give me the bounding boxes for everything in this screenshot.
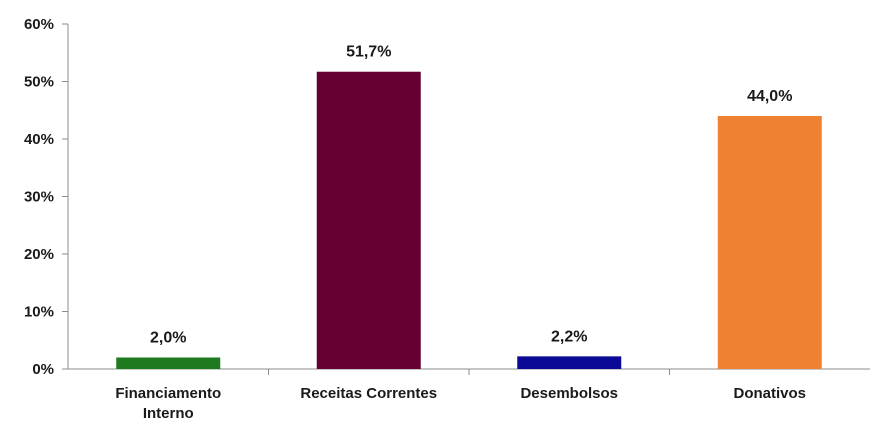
- bar: [316, 71, 421, 369]
- y-tick-label: 0%: [32, 361, 54, 378]
- x-tick-label: Donativos: [733, 385, 806, 402]
- data-labels: 2,0% 51,7% 2,2% 44,0%: [150, 44, 792, 347]
- data-label: 51,7%: [346, 44, 391, 61]
- data-label: 2,0%: [150, 330, 186, 347]
- bars: [116, 71, 822, 369]
- data-label: 44,0%: [747, 88, 792, 105]
- y-tick-label: 40%: [24, 131, 54, 148]
- x-tick-label: Receitas Correntes: [300, 385, 437, 402]
- y-axis: 0% 10% 20% 30% 40% 50% 60%: [24, 16, 69, 378]
- x-tick-label: Interno: [143, 405, 194, 421]
- x-axis: Financiamento Interno Receitas Correntes De…: [68, 368, 870, 422]
- y-tick-label: 10%: [24, 304, 54, 321]
- bar: [717, 116, 822, 369]
- data-label: 2,2%: [551, 328, 587, 345]
- x-tick-label: Desembolsos: [520, 385, 618, 402]
- bar: [517, 356, 622, 369]
- x-tick-label: Financiamento: [115, 385, 221, 402]
- y-tick-label: 60%: [24, 16, 54, 33]
- y-tick-label: 30%: [24, 189, 54, 206]
- y-tick-label: 20%: [24, 246, 54, 263]
- bar: [116, 357, 221, 369]
- y-tick-label: 50%: [24, 74, 54, 91]
